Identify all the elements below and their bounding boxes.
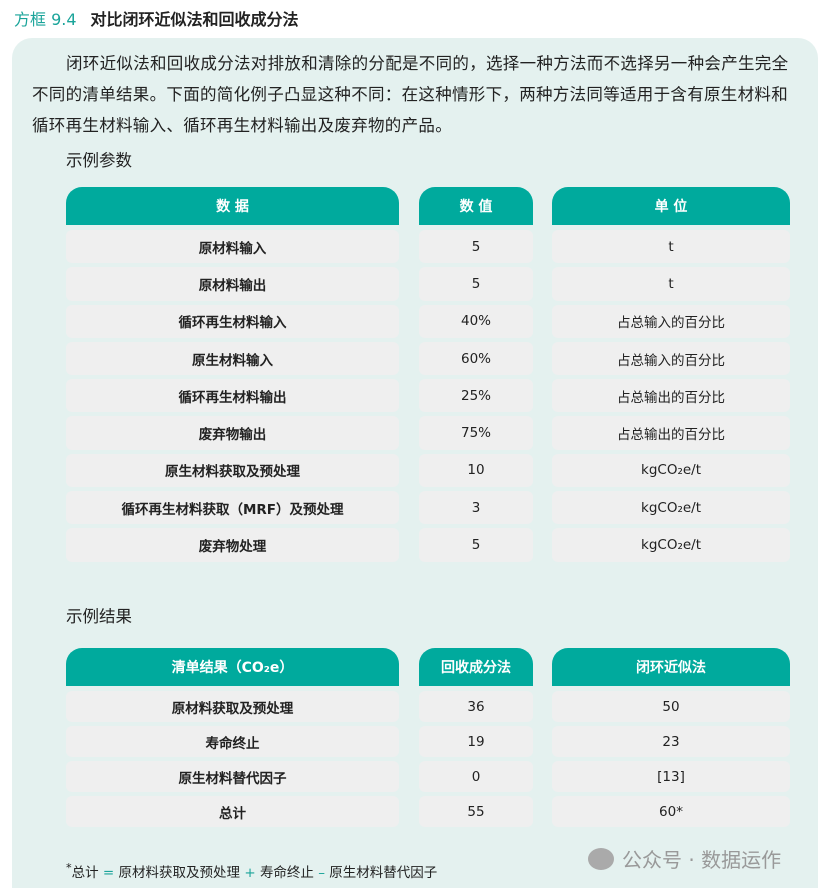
box-title: 方框 9.4 对比闭环近似法和回收成分法 <box>14 10 299 29</box>
table-cell: 原材料获取及预处理 <box>66 691 399 722</box>
table-row: 循环再生材料输入 40% 占总输入的百分比 <box>66 304 790 338</box>
table-cell: 原生材料获取及预处理 <box>66 453 399 488</box>
table-cell: 原生材料替代因子 <box>66 761 399 792</box>
table-cell: 5 <box>419 230 533 264</box>
table-row: 原生材料替代因子 0 [13] <box>66 761 790 792</box>
wechat-icon <box>588 847 614 870</box>
table-row: 循环再生材料获取（MRF）及预处理 3 kgCO₂e/t <box>66 491 790 525</box>
table-cell: 原材料输入 <box>66 230 399 264</box>
params-table: 数 据数 值单 位原材料输入 5 t 原材料输出 5 t 循环再生材料输入 40% 占总输入的百… <box>66 187 790 566</box>
table-cell: kgCO₂e/t <box>552 453 790 488</box>
table-row: 废弃物输出 75% 占总输出的百分比 <box>66 416 790 450</box>
table-cell: 23 <box>552 726 790 757</box>
table-cell: 75% <box>419 416 533 450</box>
column-header: 闭环近似法 <box>552 648 790 686</box>
footnote: *总计 = 原材料获取及预处理 + 寿命终止 – 原生材料替代因子 <box>66 861 438 882</box>
table-cell: 原材料输出 <box>66 267 399 301</box>
table-cell: 5 <box>419 267 533 301</box>
table-cell: 占总输出的百分比 <box>552 379 790 413</box>
watermark: 公众号 · 数据运作 <box>588 844 781 873</box>
params-heading: 示例参数 <box>66 151 132 170</box>
table-row: 废弃物处理 5 kgCO₂e/t <box>66 528 790 562</box>
table-cell: 60% <box>419 341 533 376</box>
column-header: 数 据 <box>66 187 399 225</box>
table-cell: t <box>552 267 790 301</box>
column-header: 清单结果（CO₂e） <box>66 648 399 686</box>
table-cell: 循环再生材料获取（MRF）及预处理 <box>66 491 399 525</box>
table-cell: 50 <box>552 691 790 722</box>
table-row: 总计 55 60* <box>66 796 790 827</box>
table-row: 原生材料获取及预处理 10 kgCO₂e/t <box>66 453 790 488</box>
table-header: 数 据数 值单 位 <box>66 187 790 225</box>
table-cell: t <box>552 230 790 264</box>
table-cell: 循环再生材料输入 <box>66 304 399 338</box>
table-row: 原材料输出 5 t <box>66 267 790 301</box>
table-cell: 55 <box>419 796 533 827</box>
table-cell: 0 <box>419 761 533 792</box>
table-cell: 总计 <box>66 796 399 827</box>
column-header: 数 值 <box>419 187 533 225</box>
table-row: 原材料输入 5 t <box>66 230 790 264</box>
intro-paragraph: 闭环近似法和回收成分法对排放和清除的分配是不同的，选择一种方法而不选择另一种会产… <box>32 54 789 135</box>
results-heading: 示例结果 <box>66 607 132 626</box>
table-row: 寿命终止 19 23 <box>66 726 790 757</box>
table-cell: 5 <box>419 528 533 562</box>
table-cell: 10 <box>419 453 533 488</box>
table-header: 清单结果（CO₂e） 回收成分法 闭环近似法 <box>66 648 790 686</box>
table-cell: kgCO₂e/t <box>552 528 790 562</box>
table-cell: 19 <box>419 726 533 757</box>
table-cell: 36 <box>419 691 533 722</box>
table-cell: 废弃物处理 <box>66 528 399 562</box>
table-cell: 原生材料输入 <box>66 341 399 376</box>
table-cell: 占总输入的百分比 <box>552 304 790 338</box>
table-cell: 寿命终止 <box>66 726 399 757</box>
column-header: 回收成分法 <box>419 648 533 686</box>
table-row: 循环再生材料输出 25% 占总输出的百分比 <box>66 379 790 413</box>
table-cell: 60* <box>552 796 790 827</box>
table-cell: 占总输入的百分比 <box>552 341 790 376</box>
table-cell: 循环再生材料输出 <box>66 379 399 413</box>
table-cell: 40% <box>419 304 533 338</box>
column-header: 单 位 <box>552 187 790 225</box>
table-cell: 废弃物输出 <box>66 416 399 450</box>
table-cell: 25% <box>419 379 533 413</box>
table-cell: 占总输出的百分比 <box>552 416 790 450</box>
table-row: 原生材料输入 60% 占总输入的百分比 <box>66 341 790 376</box>
results-table: 清单结果（CO₂e） 回收成分法 闭环近似法原材料获取及预处理 36 50 寿命终止 19 2… <box>66 648 790 831</box>
table-row: 原材料获取及预处理 36 50 <box>66 691 790 722</box>
table-cell: kgCO₂e/t <box>552 491 790 525</box>
table-cell: 3 <box>419 491 533 525</box>
table-cell: [13] <box>552 761 790 792</box>
